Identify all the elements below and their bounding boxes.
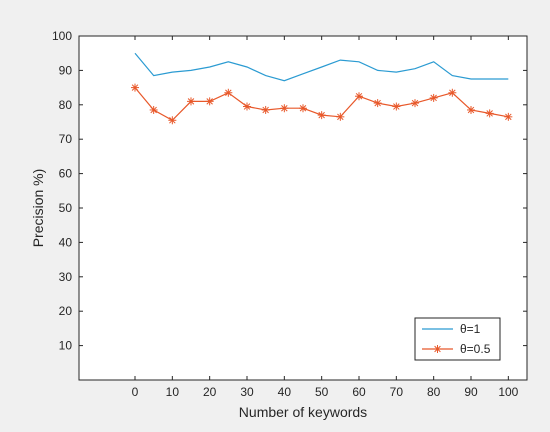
y-tick-label: 60 bbox=[59, 167, 73, 181]
x-tick-label: 90 bbox=[464, 385, 478, 399]
y-tick-label: 50 bbox=[59, 201, 73, 215]
x-tick-label: 50 bbox=[315, 385, 329, 399]
legend: θ=1 θ=0.5 bbox=[414, 317, 501, 361]
series-line-1 bbox=[134, 52, 509, 82]
series-2-point bbox=[373, 99, 382, 108]
y-tick-label: 30 bbox=[59, 270, 73, 284]
series-2-point bbox=[355, 92, 363, 101]
y-tick-label: 90 bbox=[59, 63, 73, 77]
legend-marker-series-2 bbox=[433, 345, 442, 353]
series-layer bbox=[131, 52, 513, 125]
series-2-point bbox=[205, 97, 214, 106]
y-tick-label: 20 bbox=[59, 304, 73, 318]
legend-label-series-2: θ=0.5 bbox=[460, 342, 491, 356]
series-2-point bbox=[224, 88, 233, 97]
series-2-point bbox=[448, 88, 457, 97]
series-2-point bbox=[187, 97, 195, 106]
series-2-point bbox=[280, 104, 289, 113]
y-axis-label: Precision %) bbox=[30, 169, 46, 248]
x-axis-label: Number of keywords bbox=[239, 404, 367, 420]
x-tick-label: 70 bbox=[390, 385, 404, 399]
legend-label-series-1: θ=1 bbox=[460, 322, 481, 336]
x-tick-label: 20 bbox=[203, 385, 217, 399]
y-tick-label: 40 bbox=[59, 235, 73, 249]
series-2-point bbox=[243, 102, 251, 111]
axes: 0 10 20 30 40 50 60 70 80 90 100 10 20 30 40 50 60 70 80 90… bbox=[52, 29, 528, 399]
series-2-point bbox=[467, 105, 475, 114]
x-tick-label: 80 bbox=[427, 385, 441, 399]
y-tick-label: 100 bbox=[52, 29, 72, 43]
series-2-point bbox=[429, 93, 438, 102]
series-2-point bbox=[299, 104, 307, 113]
x-tick-label: 30 bbox=[240, 385, 254, 399]
series-2-point bbox=[317, 111, 326, 120]
series-2-point bbox=[485, 109, 494, 118]
x-tick-label: 100 bbox=[498, 385, 518, 399]
legend-box bbox=[414, 317, 501, 361]
x-tick-label: 0 bbox=[132, 385, 139, 399]
legend-asterisk bbox=[433, 345, 442, 353]
series-2-point bbox=[336, 112, 345, 121]
series-2-point bbox=[131, 83, 139, 92]
x-tick-label: 40 bbox=[278, 385, 292, 399]
series-2-point bbox=[504, 112, 513, 121]
x-tick-label: 60 bbox=[352, 385, 366, 399]
series-2-point bbox=[168, 116, 177, 125]
y-tick-label: 70 bbox=[59, 132, 73, 146]
series-2-point bbox=[149, 105, 158, 114]
series-2-point bbox=[411, 99, 419, 108]
y-tick-label: 10 bbox=[59, 339, 73, 353]
y-tick-label: 80 bbox=[59, 98, 73, 112]
series-2-point bbox=[392, 102, 401, 111]
x-tick-label: 10 bbox=[166, 385, 180, 399]
series-2-point bbox=[261, 105, 270, 114]
